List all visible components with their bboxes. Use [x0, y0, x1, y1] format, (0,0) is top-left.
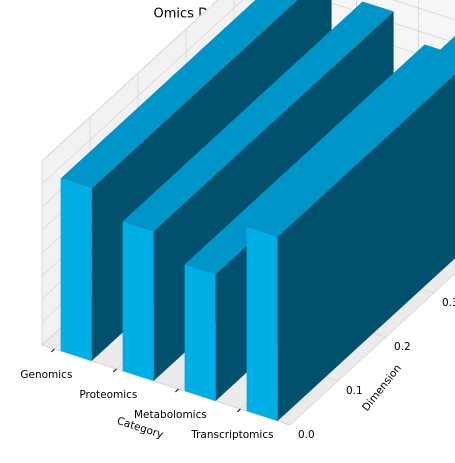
y-tick-label: 0.2: [394, 341, 411, 353]
grid-line: [41, 0, 219, 162]
grid-line: [41, 161, 291, 426]
bar-side: [277, 74, 455, 421]
bar-top: [246, 35, 455, 237]
bar-top: [122, 1, 394, 232]
bar: [246, 227, 278, 421]
y-axis-label: Dimension: [360, 362, 404, 413]
x-tick-label: Transcriptomics: [190, 429, 273, 441]
x-tick: [51, 348, 55, 353]
y-tick-label: 0.3: [442, 297, 455, 309]
x-tick: [113, 368, 117, 373]
x-tick-label: Genomics: [20, 369, 72, 381]
x-tick: [237, 408, 241, 413]
grid-line: [41, 0, 455, 185]
bar: [184, 264, 216, 401]
bar-top: [60, 0, 298, 189]
x-tick-label: Metabolomics: [134, 409, 207, 421]
x-tick-label: Proteomics: [79, 389, 137, 401]
y-tick-label: 0.0: [298, 429, 315, 441]
bar: [60, 178, 92, 361]
x-tick: [175, 388, 179, 393]
y-tick-label: 0.1: [346, 385, 363, 397]
bar: [122, 221, 154, 381]
z-axis-label: Value: [452, 191, 455, 220]
